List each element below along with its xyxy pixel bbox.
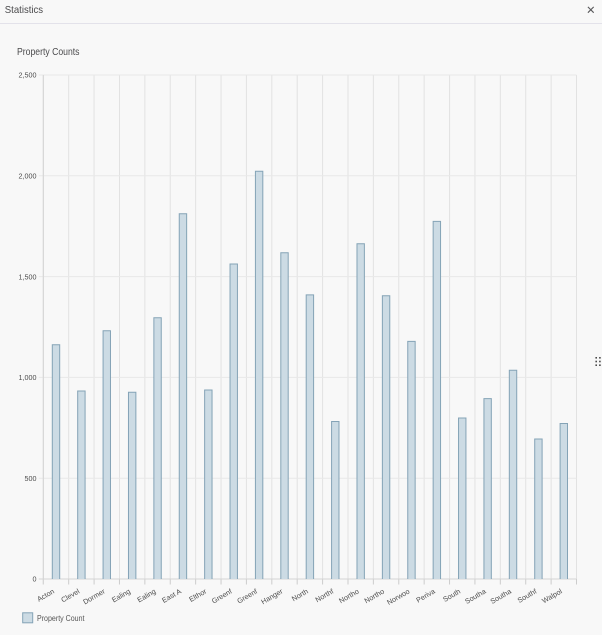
svg-text:2,500: 2,500 (19, 71, 37, 80)
svg-text:2,000: 2,000 (19, 172, 37, 181)
svg-text:1,000: 1,000 (19, 373, 37, 382)
svg-text:0: 0 (33, 575, 37, 584)
svg-text:500: 500 (25, 474, 37, 483)
svg-text:Property Counts: Property Counts (17, 46, 80, 58)
svg-text:1,500: 1,500 (19, 272, 37, 281)
svg-text:Statistics: Statistics (5, 4, 43, 16)
svg-text:Property Count: Property Count (37, 614, 85, 623)
